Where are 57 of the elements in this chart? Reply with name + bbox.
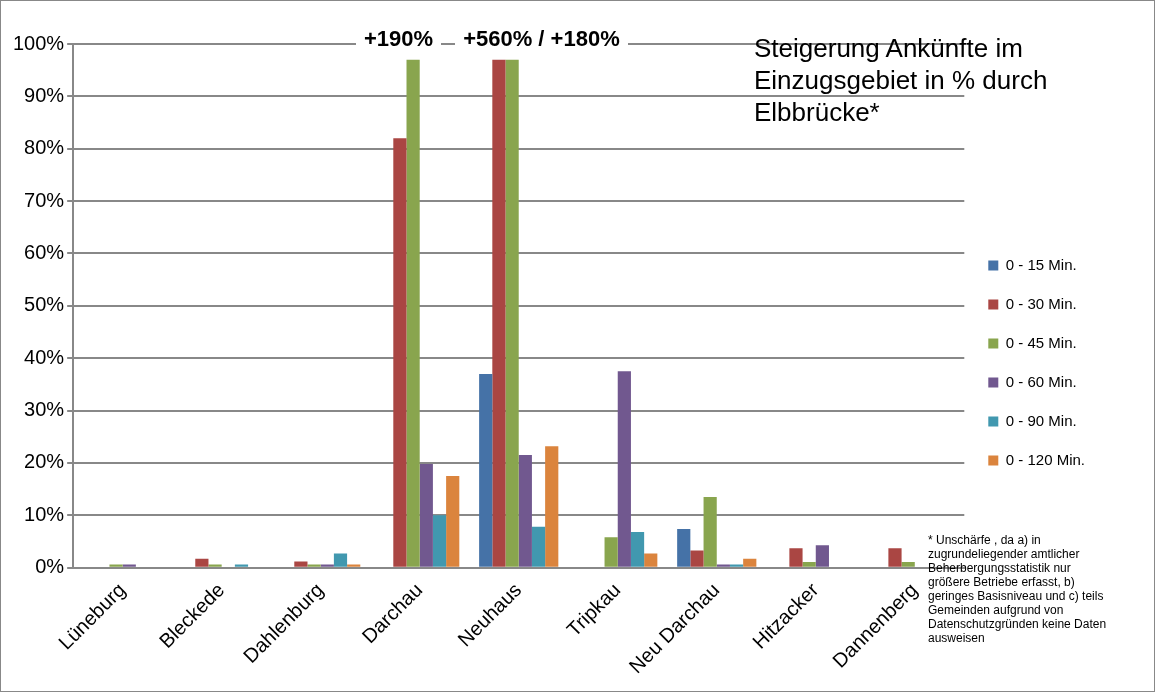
annotation: +190% xyxy=(356,26,442,52)
bar xyxy=(743,558,757,567)
y-tick-label: 60% xyxy=(24,241,65,263)
bar xyxy=(644,553,658,567)
bar xyxy=(393,138,407,567)
y-tick-label: 80% xyxy=(24,136,65,159)
bar xyxy=(690,550,704,567)
y-tick-label: 70% xyxy=(24,188,65,211)
bar xyxy=(432,515,447,567)
bar xyxy=(347,564,361,567)
bar xyxy=(419,464,433,567)
y-tick-label: 20% xyxy=(24,450,65,473)
bar xyxy=(729,564,744,567)
y-tick-label: 30% xyxy=(24,398,65,421)
text: Steigerung Ankünfte im Einzugsgebiet in % durch Elbbrücke* xyxy=(753,32,1049,129)
bar xyxy=(406,59,420,567)
bar xyxy=(505,59,519,567)
bar xyxy=(320,564,334,567)
legend-label: 0 - 120 Min. xyxy=(1005,450,1086,468)
bar xyxy=(604,537,618,567)
y-tick-label: 40% xyxy=(24,345,65,368)
legend-label: 0 - 90 Min. xyxy=(1005,411,1077,429)
bar xyxy=(234,564,249,567)
bar xyxy=(901,561,915,567)
bar xyxy=(307,564,321,567)
bar xyxy=(716,564,730,567)
bar xyxy=(195,558,209,567)
bar xyxy=(815,545,829,567)
bar xyxy=(208,564,222,567)
y-tick-label: 90% xyxy=(24,83,65,106)
bar xyxy=(109,564,123,567)
annotation: * Unschärfe , da a) in zugrundeliegender amtlicher Beherbergungsstatistik nur größere Betriebe erfasst, b) geringes Basisniveau und c) teils Gemeinden aufgrund von Datenschutzgründen keine Daten ausweisen xyxy=(928,533,1108,645)
bar xyxy=(531,526,546,567)
bar xyxy=(789,548,803,567)
bar xyxy=(294,561,308,567)
legend-label: 0 - 30 Min. xyxy=(1005,294,1077,312)
annotation: +560% / +180% xyxy=(455,26,628,52)
bar xyxy=(703,497,717,567)
legend-label: 0 - 60 Min. xyxy=(1005,372,1077,390)
bar xyxy=(630,532,645,567)
bar xyxy=(492,59,506,567)
bar xyxy=(518,455,532,567)
bar xyxy=(122,564,136,567)
bar xyxy=(888,548,902,567)
legend-label: 0 - 15 Min. xyxy=(1005,255,1077,273)
y-tick-label: 50% xyxy=(24,293,65,316)
bar xyxy=(802,561,816,567)
y-tick-label: 100% xyxy=(13,31,65,54)
legend-label: 0 - 45 Min. xyxy=(1005,333,1077,351)
bar xyxy=(479,373,493,567)
y-tick-label: 10% xyxy=(24,502,65,525)
bar xyxy=(617,371,631,567)
y-tick-label: 0% xyxy=(35,555,65,578)
bar xyxy=(333,553,348,567)
bar xyxy=(446,476,460,567)
bar xyxy=(545,446,559,567)
bar xyxy=(677,528,691,567)
